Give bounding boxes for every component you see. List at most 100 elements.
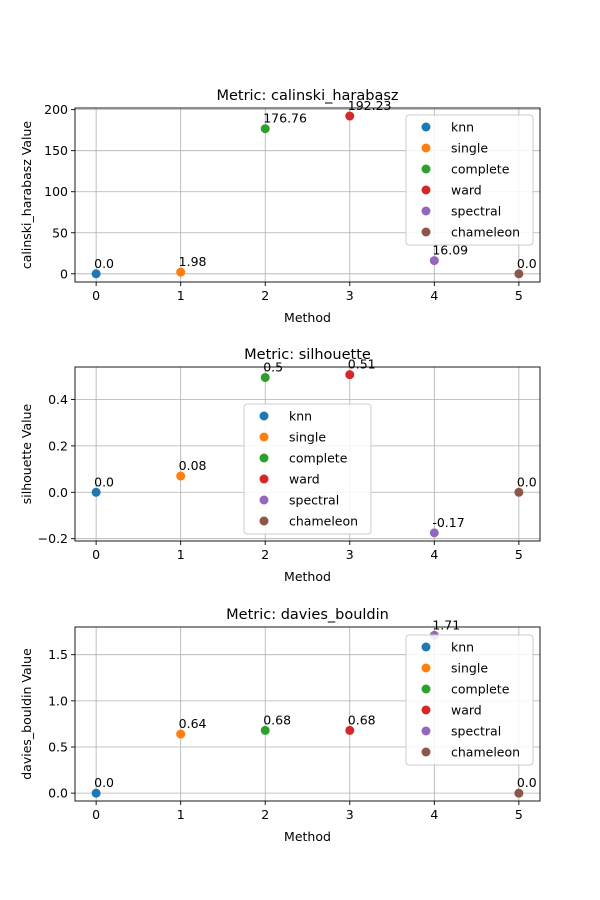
x-tick-label: 4	[430, 807, 438, 822]
y-tick-label: −0.2	[38, 531, 68, 546]
data-point-complete	[260, 372, 270, 382]
data-label-ward: 192.23	[348, 98, 392, 113]
legend-marker-knn	[421, 642, 431, 652]
legend-label-spectral: spectral	[451, 724, 501, 739]
data-point-spectral	[429, 256, 439, 266]
data-point-single	[176, 729, 186, 739]
data-label-knn: 0.0	[94, 474, 114, 489]
x-tick-label: 1	[177, 288, 185, 303]
legend-label-knn: knn	[451, 120, 474, 135]
legend-marker-spectral	[259, 495, 269, 505]
legend-marker-complete	[421, 164, 431, 174]
plot-frame	[74, 626, 541, 802]
legend-label-single: single	[451, 141, 488, 156]
data-label-single: 0.64	[179, 716, 207, 731]
y-axis-label: calinski_harabasz Value	[19, 121, 34, 270]
data-label-complete: 0.68	[263, 712, 291, 727]
legend-marker-chameleon	[421, 227, 431, 237]
x-tick-label: 1	[177, 547, 185, 562]
x-tick-label: 5	[515, 807, 523, 822]
data-point-knn	[91, 788, 101, 798]
data-label-knn: 0.0	[94, 775, 114, 790]
x-tick-label: 3	[346, 807, 354, 822]
data-point-chameleon	[514, 487, 524, 497]
x-tick-label: 4	[430, 547, 438, 562]
x-tick-label: 0	[92, 547, 100, 562]
data-label-spectral: 1.71	[432, 617, 460, 632]
legend-marker-ward	[259, 474, 269, 484]
x-tick-label: 2	[261, 288, 269, 303]
chart-title: Metric: calinski_harabasz	[216, 88, 398, 104]
data-point-spectral	[429, 528, 439, 538]
legend	[405, 634, 534, 766]
legend-label-spectral: spectral	[289, 493, 339, 508]
data-point-single	[176, 267, 186, 277]
y-axis-label: davies_bouldin Value	[19, 648, 34, 780]
data-label-complete: 176.76	[263, 111, 307, 126]
legend-label-complete: complete	[451, 162, 510, 177]
x-tick-label: 3	[346, 288, 354, 303]
data-label-ward: 0.51	[348, 357, 376, 372]
y-tick-label: 0.0	[48, 786, 68, 801]
chart-title: Metric: silhouette	[244, 347, 371, 363]
subplot-1: 0 1 2 3 4 5 −0.2 0.0 0.2 0.4 Metric: silhouette Met…	[19, 347, 541, 584]
legend-label-single: single	[289, 430, 326, 445]
x-tick-label: 3	[346, 547, 354, 562]
legend-label-complete: complete	[289, 451, 348, 466]
legend-label-single: single	[451, 661, 488, 676]
legend-marker-knn	[259, 411, 269, 421]
data-point-knn	[91, 269, 101, 279]
y-tick-label: 1.0	[48, 693, 68, 708]
plot-frame	[74, 107, 541, 283]
legend-marker-knn	[421, 122, 431, 132]
data-label-single: 0.08	[179, 458, 207, 473]
legend-label-chameleon: chameleon	[451, 225, 520, 240]
x-tick-label: 5	[515, 547, 523, 562]
data-label-complete: 0.5	[263, 359, 283, 374]
y-tick-label: 0	[60, 266, 68, 281]
legend-marker-single	[421, 663, 431, 673]
y-tick-label: 0.2	[48, 438, 68, 453]
legend-marker-single	[259, 432, 269, 442]
data-point-single	[176, 471, 186, 481]
legend-marker-spectral	[421, 726, 431, 736]
legend-marker-chameleon	[421, 747, 431, 757]
x-axis-label: Method	[284, 829, 331, 844]
data-label-spectral: -0.17	[432, 515, 464, 530]
legend-label-ward: ward	[451, 703, 482, 718]
data-point-complete	[260, 124, 270, 134]
y-tick-label: 0.5	[48, 740, 68, 755]
legend-marker-ward	[421, 185, 431, 195]
data-point-ward	[345, 111, 355, 121]
y-tick-label: 150	[44, 143, 68, 158]
data-label-chameleon: 0.0	[517, 256, 537, 271]
legend-marker-single	[421, 143, 431, 153]
data-label-spectral: 16.09	[432, 243, 468, 258]
legend-label-chameleon: chameleon	[451, 745, 520, 760]
y-tick-label: 0.0	[48, 485, 68, 500]
chart-title: Metric: davies_bouldin	[226, 607, 389, 623]
x-tick-label: 0	[92, 807, 100, 822]
data-point-chameleon	[514, 269, 524, 279]
x-tick-label: 2	[261, 807, 269, 822]
data-point-complete	[260, 725, 270, 735]
x-tick-label: 0	[92, 288, 100, 303]
legend-marker-complete	[421, 684, 431, 694]
plot-frame	[74, 366, 541, 542]
legend-label-spectral: spectral	[451, 204, 501, 219]
data-label-knn: 0.0	[94, 256, 114, 271]
legend-label-complete: complete	[451, 682, 510, 697]
data-point-ward	[345, 370, 355, 380]
legend	[243, 403, 372, 535]
legend-marker-spectral	[421, 206, 431, 216]
y-tick-label: 200	[44, 102, 68, 117]
y-tick-label: 50	[52, 225, 68, 240]
legend-label-chameleon: chameleon	[289, 514, 358, 529]
y-tick-label: 1.5	[48, 647, 68, 662]
data-label-single: 1.98	[179, 254, 207, 269]
x-tick-label: 2	[261, 547, 269, 562]
data-label-ward: 0.68	[348, 712, 376, 727]
x-axis-label: Method	[284, 310, 331, 325]
